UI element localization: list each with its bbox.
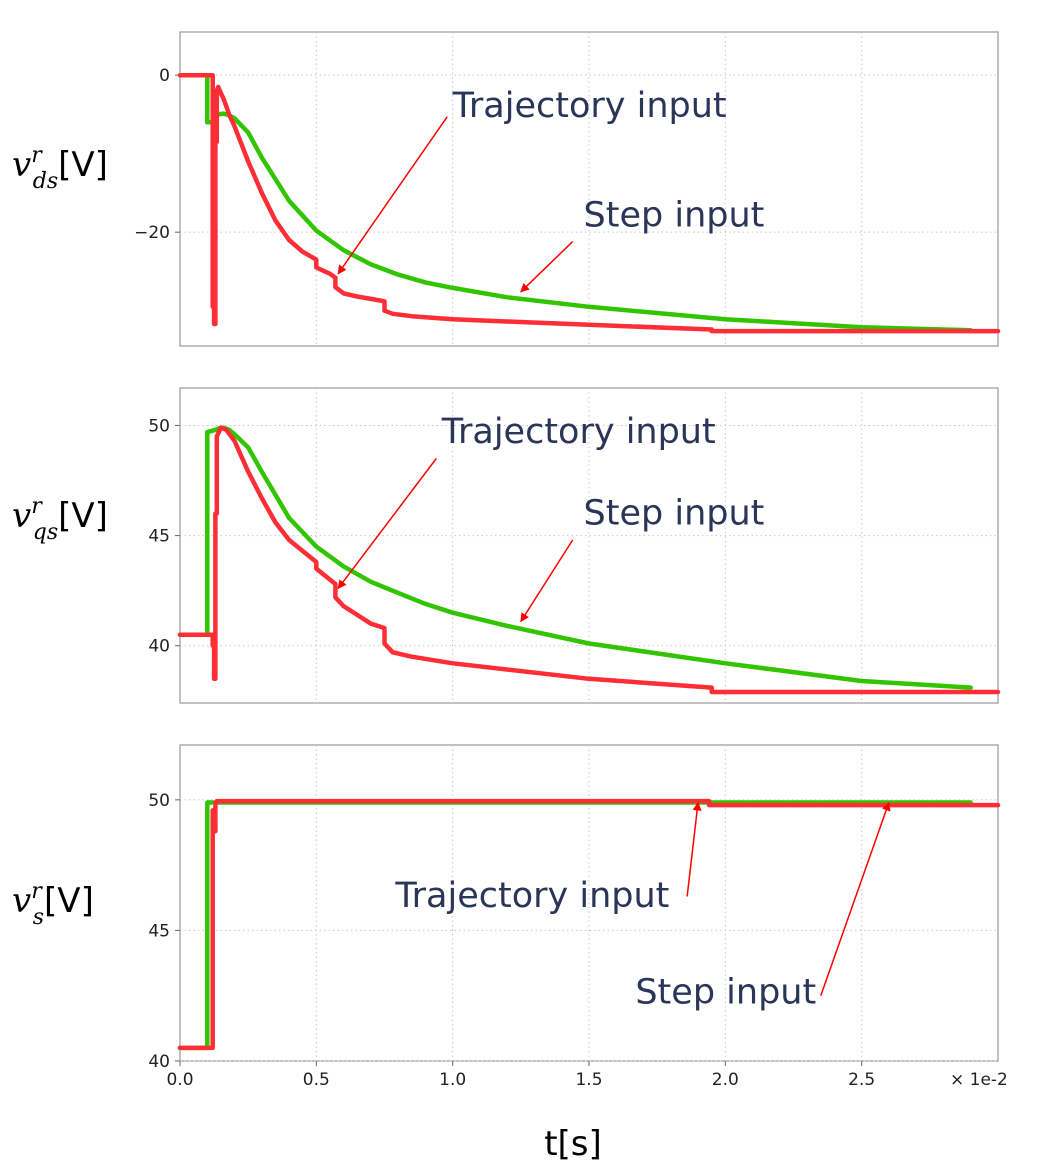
annotation-arrow (337, 116, 448, 275)
panel-1: 0 −20 Trajectory input Step input vr ds[V] (12, 31, 1001, 347)
x-tick-label: 2.5 (848, 1070, 875, 1090)
annotation-arrow (520, 539, 574, 623)
annotation-label: Step input (584, 494, 765, 534)
annotation-label: Trajectory input (452, 86, 727, 126)
y-tick-label: 45 (148, 921, 170, 941)
y-tick-label: 50 (148, 791, 170, 811)
panel-3: 50 45 40 Trajectory input Step input vr s[V] 0.… (12, 744, 1001, 1090)
y-axis-label: vr s[V] (12, 879, 94, 930)
series-step-line (177, 425, 973, 690)
y-tick-label: 40 (148, 637, 170, 657)
y-tick-label: 0 (159, 66, 170, 86)
x-tick-label: 2.0 (712, 1070, 739, 1090)
x-tick-label: 1.5 (575, 1070, 602, 1090)
y-tick-label: 45 (148, 527, 170, 547)
y-axis-label: vr ds[V] (12, 143, 108, 194)
x-tick-label: 1.0 (439, 1070, 466, 1090)
x-tick-label: 0.0 (166, 1070, 193, 1090)
series-trajectory-line (177, 72, 1001, 334)
annotation-label: Step input (584, 196, 765, 236)
y-tick-label: 40 (148, 1052, 170, 1072)
y-axis-label: vr qs[V] (12, 494, 108, 545)
x-axis-label: t[s] (544, 1124, 602, 1164)
y-tick-label: 50 (148, 416, 170, 436)
x-tick-label: 0.5 (303, 1070, 330, 1090)
annotation-label: Trajectory input (441, 412, 716, 452)
annotation-arrow (337, 458, 437, 590)
annotation-arrow (520, 241, 574, 293)
x-multiplier-label: × 1e-2 (950, 1070, 1008, 1090)
series-trajectory-line (177, 425, 1001, 695)
annotation-arrow (820, 801, 891, 996)
panel-2: 50 45 40 Trajectory input Step input vr qs[V] (12, 387, 1001, 704)
annotation-label: Trajectory input (394, 876, 669, 916)
annotation-label: Step input (635, 973, 816, 1013)
y-tick-label: −20 (134, 223, 170, 243)
series-trajectory-line (177, 798, 1001, 1051)
annotation-arrow (686, 801, 702, 897)
series-step-line (177, 800, 973, 1051)
